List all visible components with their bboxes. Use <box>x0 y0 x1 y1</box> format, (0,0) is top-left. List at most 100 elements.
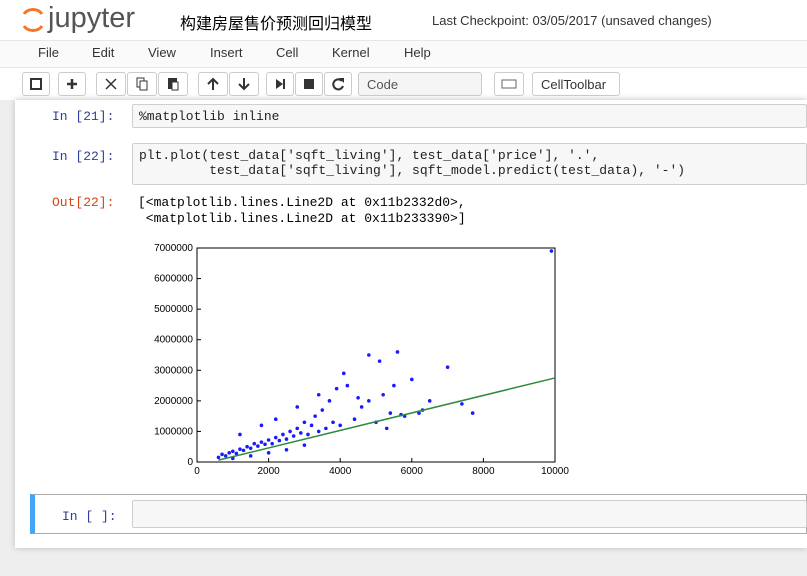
point <box>259 423 264 428</box>
icon <box>136 77 148 91</box>
menu-item[interactable]: View <box>148 45 176 60</box>
menu-item[interactable]: Kernel <box>332 45 370 60</box>
point <box>381 392 385 397</box>
point <box>284 447 289 452</box>
menu-item[interactable]: Cell <box>276 45 299 60</box>
copy-button[interactable] <box>127 72 157 96</box>
keyboard-button[interactable] <box>494 72 524 96</box>
y-tick-label: 7000000 <box>154 243 193 254</box>
icon <box>30 78 42 90</box>
point <box>445 365 450 370</box>
cell-type: Code <box>367 77 399 92</box>
menu-item[interactable]: Insert <box>210 45 243 60</box>
icon <box>238 78 250 91</box>
point <box>309 423 314 428</box>
point <box>281 432 285 437</box>
point <box>338 423 343 428</box>
point <box>238 432 242 437</box>
icon <box>168 78 179 91</box>
point <box>252 441 257 446</box>
x-tick-label: 2000 <box>257 466 280 477</box>
code-cell[interactable]: plt.plot(test_data['sqft_living'], test_… <box>132 143 807 185</box>
move-down-button[interactable] <box>229 72 259 96</box>
menu-item[interactable]: Help <box>404 45 431 60</box>
point <box>288 429 292 434</box>
icon <box>332 78 344 91</box>
point <box>220 452 224 457</box>
menu-item[interactable]: Edit <box>92 45 115 60</box>
cell-type-select[interactable]: Code <box>358 72 482 96</box>
code-line: plt.plot(test_data['sqft_living'], test_… <box>139 148 600 163</box>
point <box>395 350 400 354</box>
icon <box>501 79 517 89</box>
code-cell[interactable] <box>132 500 807 528</box>
code-cell[interactable]: %matplotlib inline <box>132 104 807 128</box>
point <box>313 414 317 418</box>
menu-item[interactable]: File <box>38 45 59 60</box>
input-prompt: In [21]: <box>52 109 115 124</box>
output-line: [<matplotlib.lines.Line2D at 0x11b2332d0… <box>138 195 466 210</box>
point <box>352 417 357 422</box>
point <box>227 451 232 455</box>
point <box>234 451 239 456</box>
celltoolbar-button[interactable]: CellToolbar <box>532 72 620 96</box>
point <box>277 438 282 443</box>
icon <box>105 78 117 90</box>
stop-button[interactable] <box>295 72 323 96</box>
logo-text: jupyter <box>48 2 136 34</box>
point <box>331 420 335 425</box>
menu-bar: File Edit View Insert Cell Kernel Help <box>0 40 807 68</box>
y-tick-label: 0 <box>187 457 193 468</box>
save-button[interactable] <box>22 72 50 96</box>
point <box>248 446 253 451</box>
point <box>320 408 325 412</box>
point <box>273 417 278 422</box>
point <box>384 426 389 431</box>
paste-button[interactable] <box>158 72 188 96</box>
point <box>302 443 307 447</box>
x-tick-label: 8000 <box>472 466 495 477</box>
code-line: %matplotlib inline <box>139 109 280 124</box>
point <box>256 444 260 448</box>
point <box>324 426 328 431</box>
plot-area <box>196 247 556 463</box>
code-line: test_data['sqft_living'], sqft_model.pre… <box>139 163 686 178</box>
checkpoint: Last Checkpoint: 03/05/2017 (unsaved cha… <box>432 13 712 28</box>
icon <box>207 77 219 90</box>
insert-button[interactable] <box>58 72 86 96</box>
point <box>295 405 300 409</box>
notebook-title[interactable]: 构建房屋售价预测回归模型 <box>180 16 373 33</box>
x-tick-label: 4000 <box>329 466 352 477</box>
y-tick-label: 1000000 <box>154 426 193 437</box>
point <box>345 383 350 388</box>
output-line: <matplotlib.lines.Line2D at 0x11b233390>… <box>138 211 466 226</box>
icon <box>276 79 285 89</box>
point <box>359 405 364 409</box>
point <box>367 353 371 357</box>
icon <box>304 79 314 89</box>
point <box>410 377 414 382</box>
point <box>549 249 554 253</box>
point <box>417 411 421 415</box>
point <box>377 359 382 363</box>
point <box>316 392 321 397</box>
point <box>270 441 274 446</box>
cut-button[interactable] <box>96 72 126 96</box>
y-tick-label: 6000000 <box>154 274 193 285</box>
point <box>231 449 235 454</box>
celltoolbar-label: CellToolbar <box>541 77 607 92</box>
point <box>273 435 278 440</box>
move-up-button[interactable] <box>198 72 228 96</box>
restart-button[interactable] <box>324 72 352 96</box>
run-button[interactable] <box>266 72 294 96</box>
point <box>302 420 307 425</box>
y-tick-label: 2000000 <box>154 396 193 407</box>
point <box>356 396 360 400</box>
point <box>248 454 253 458</box>
point <box>392 383 396 388</box>
point <box>284 437 289 441</box>
y-tick-label: 4000000 <box>154 335 193 346</box>
point <box>245 444 249 449</box>
x-tick-label: 6000 <box>401 466 424 477</box>
